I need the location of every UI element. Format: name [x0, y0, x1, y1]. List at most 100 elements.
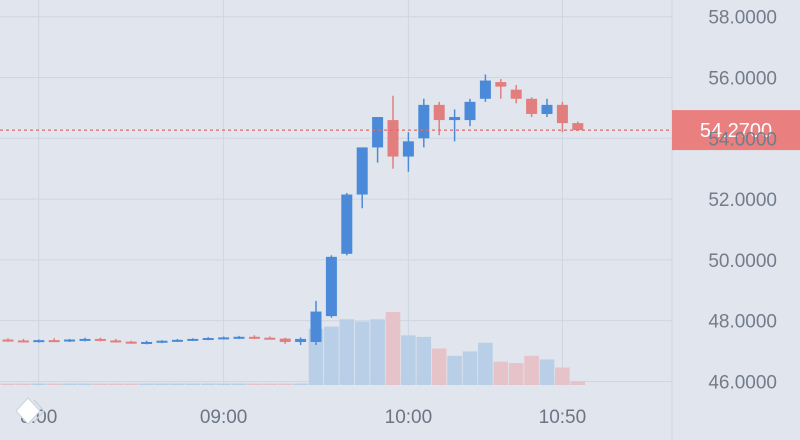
volume-bar — [401, 335, 416, 385]
candle[interactable] — [295, 337, 307, 346]
candle[interactable] — [233, 335, 245, 339]
candle-body — [79, 338, 91, 341]
last-price-label: 54.2700 — [700, 120, 772, 142]
y-tick-label: 52.0000 — [708, 190, 777, 211]
candle-body — [110, 340, 122, 343]
candle-body — [218, 337, 230, 340]
candle[interactable] — [125, 340, 137, 344]
grid — [0, 0, 673, 440]
candle-body — [449, 117, 461, 121]
candle-body — [325, 256, 337, 317]
candle[interactable] — [526, 97, 538, 118]
candle-body — [233, 336, 245, 339]
volume-bar — [170, 383, 185, 385]
candle-body — [202, 338, 214, 341]
volume-bar — [539, 359, 555, 385]
candle[interactable] — [141, 340, 153, 345]
candle-body — [572, 123, 584, 131]
candle[interactable] — [556, 101, 568, 133]
candle[interactable] — [372, 117, 384, 163]
candle[interactable] — [171, 338, 183, 342]
candle-body — [64, 339, 76, 342]
candle[interactable] — [17, 338, 29, 343]
candle[interactable] — [187, 338, 199, 342]
candle-body — [372, 117, 384, 148]
volume-bar — [123, 383, 139, 385]
candle[interactable] — [110, 338, 122, 343]
volume-bar — [277, 383, 293, 385]
candle[interactable] — [33, 339, 45, 343]
candle-body — [433, 104, 445, 121]
candle[interactable] — [218, 336, 230, 340]
x-tick-label: 10:50 — [539, 407, 587, 428]
candle-body — [526, 98, 538, 114]
volume-bar — [262, 383, 278, 385]
volume-bar — [555, 367, 570, 385]
candle[interactable] — [495, 79, 507, 99]
candle[interactable] — [449, 109, 461, 142]
volume-bar — [139, 383, 154, 385]
candle-body — [264, 337, 276, 340]
candle-body — [356, 147, 368, 195]
candle-body — [541, 104, 553, 114]
x-tick-label: 09:00 — [200, 407, 248, 428]
candle-body — [33, 340, 45, 343]
candle-body — [295, 338, 307, 342]
candle-body — [94, 338, 106, 341]
volume-bar — [185, 383, 201, 385]
volume-bar — [62, 383, 77, 385]
volume-bar — [324, 326, 339, 385]
volume-bar — [31, 383, 47, 385]
y-tick-label: 50.0000 — [708, 251, 777, 272]
candle-body — [479, 80, 491, 99]
y-tick-label: 54.0000 — [708, 129, 777, 150]
x-tick-label: 10:00 — [385, 407, 433, 428]
candle-body — [387, 120, 399, 157]
candle[interactable] — [202, 337, 214, 341]
candle[interactable] — [479, 74, 491, 102]
candle[interactable] — [387, 95, 399, 169]
volume-bar — [293, 383, 308, 385]
y-tick-label: 58.0000 — [708, 8, 777, 29]
candle-body — [48, 340, 60, 343]
candle[interactable] — [94, 337, 106, 342]
volume-bar — [154, 383, 170, 385]
candle[interactable] — [310, 300, 322, 346]
candles[interactable] — [2, 74, 584, 346]
candle[interactable] — [64, 338, 76, 342]
candle[interactable] — [248, 335, 260, 339]
volume-bar — [0, 383, 16, 385]
candle-body — [495, 82, 507, 87]
candle[interactable] — [264, 336, 276, 340]
candle[interactable] — [418, 98, 430, 148]
candle[interactable] — [79, 337, 91, 342]
candle[interactable] — [341, 193, 353, 256]
volume-bar — [570, 381, 586, 385]
candle[interactable] — [510, 85, 522, 104]
candle[interactable] — [325, 255, 337, 318]
y-axis: 46.0000 48.0000 50.0000 52.0000 54.0000 56.00… — [708, 8, 777, 394]
volume-bar — [462, 351, 478, 385]
x-axis: 8:00 09:00 10:00 10:50 — [20, 407, 586, 428]
y-tick-label: 48.0000 — [708, 312, 777, 333]
candle-body — [141, 341, 153, 344]
candle[interactable] — [48, 338, 60, 343]
candle[interactable] — [572, 121, 584, 131]
candle[interactable] — [356, 147, 368, 209]
candle-body — [464, 101, 476, 121]
candle[interactable] — [402, 132, 414, 172]
candle[interactable] — [464, 98, 476, 127]
volume-bar — [447, 355, 462, 385]
candle[interactable] — [2, 338, 14, 342]
candle-body — [17, 340, 29, 343]
candle-body — [2, 339, 14, 342]
volume-bar — [46, 383, 62, 385]
candle[interactable] — [541, 98, 553, 118]
volume-bar — [354, 321, 370, 385]
candle[interactable] — [156, 340, 168, 344]
candle[interactable] — [279, 337, 291, 344]
volume-bar — [370, 319, 385, 385]
candle-body — [156, 340, 168, 343]
